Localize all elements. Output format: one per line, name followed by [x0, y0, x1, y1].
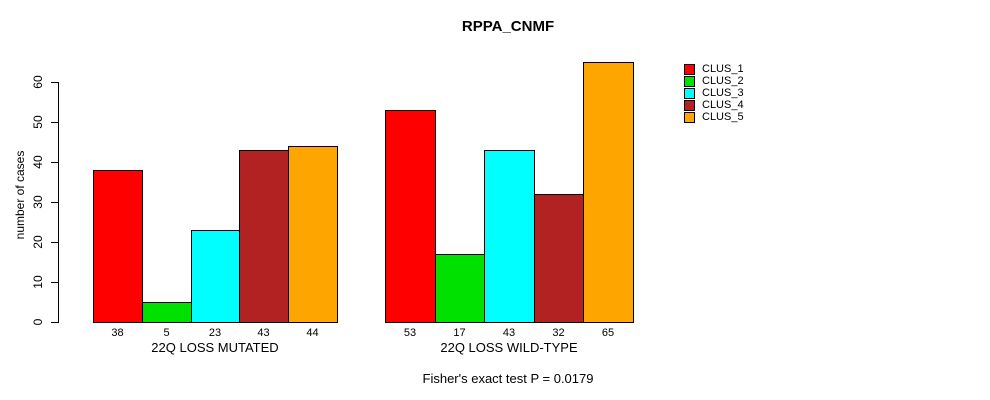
bar-clus_5-group2 [583, 62, 634, 323]
bar-value-label: 53 [403, 327, 417, 339]
legend-item-clus_3: CLUS_3 [684, 87, 744, 99]
bar-clus_4-group1 [239, 150, 289, 323]
legend-label: CLUS_2 [702, 75, 744, 87]
legend-label: CLUS_5 [702, 111, 744, 123]
y-tick-label: 50 [31, 115, 45, 129]
bar-clus_4-group2 [534, 194, 584, 323]
legend-swatch-icon [684, 99, 695, 111]
bar-value-label: 43 [257, 327, 270, 339]
group-label: 22Q LOSS WILD-TYPE [440, 340, 578, 355]
y-axis-line [58, 82, 59, 323]
y-tick-label: 40 [31, 155, 45, 169]
legend-swatch-icon [684, 63, 695, 75]
legend-swatch-icon [684, 111, 695, 123]
bar-clus_2-group1 [142, 302, 192, 323]
y-tick-mark [51, 242, 58, 243]
bar-clus_1-group1 [93, 170, 143, 323]
legend-swatch-icon [684, 87, 695, 99]
bar-clus_3-group2 [484, 150, 535, 323]
y-tick-mark [51, 202, 58, 203]
y-tick-mark [51, 162, 58, 163]
legend-item-clus_5: CLUS_5 [684, 111, 744, 123]
bar-clus_5-group1 [288, 146, 338, 323]
legend-swatch-icon [684, 75, 695, 87]
y-tick-label: 60 [31, 75, 45, 89]
bar-value-label: 38 [111, 327, 124, 339]
bar-value-label: 44 [306, 327, 319, 339]
bar-value-label: 65 [601, 327, 615, 339]
bar-clus_1-group2 [385, 110, 436, 323]
bar-value-label: 43 [502, 327, 516, 339]
legend-item-clus_1: CLUS_1 [684, 63, 744, 75]
bar-clus_2-group2 [435, 254, 485, 323]
y-tick-label: 30 [31, 195, 45, 209]
bar-value-label: 17 [453, 327, 466, 339]
legend-item-clus_2: CLUS_2 [684, 75, 744, 87]
y-tick-mark [51, 122, 58, 123]
y-tick-mark [51, 322, 58, 323]
y-axis-title: number of cases [13, 150, 27, 240]
group-label: 22Q LOSS MUTATED [151, 340, 279, 355]
legend-item-clus_4: CLUS_4 [684, 99, 744, 111]
y-tick-label: 10 [31, 275, 45, 289]
y-tick-label: 0 [31, 318, 45, 326]
y-tick-mark [51, 82, 58, 83]
legend-label: CLUS_1 [702, 63, 744, 75]
chart-title: RPPA_CNMF [461, 18, 555, 35]
bar-value-label: 23 [208, 327, 222, 339]
bar-clus_3-group1 [191, 230, 240, 323]
bar-value-label: 32 [552, 327, 565, 339]
y-tick-mark [51, 282, 58, 283]
legend: CLUS_1 CLUS_2 CLUS_3 CLUS_4 CLUS_5 [684, 63, 744, 123]
legend-label: CLUS_4 [702, 99, 744, 111]
bar-value-label: 5 [163, 327, 170, 339]
fisher-test-annotation: Fisher's exact test P = 0.0179 [422, 371, 594, 386]
legend-label: CLUS_3 [702, 87, 744, 99]
y-tick-label: 20 [31, 235, 45, 249]
